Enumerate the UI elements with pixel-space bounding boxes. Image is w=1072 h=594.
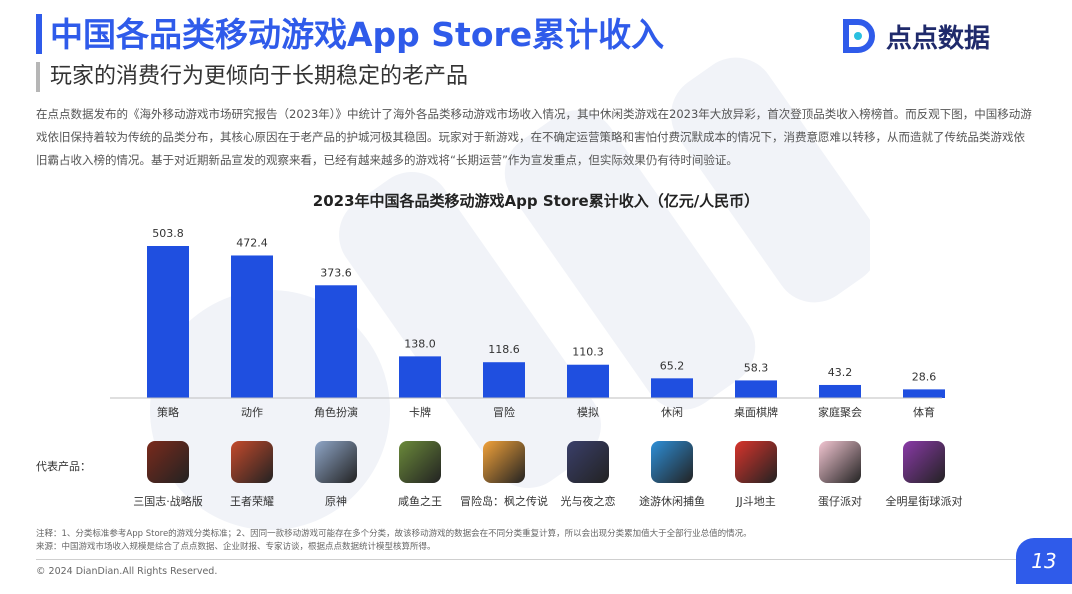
product-item: 王者荣耀 <box>192 441 312 509</box>
category-label-2: 角色扮演 <box>314 405 358 419</box>
guangyuye-icon <box>567 441 609 483</box>
product-item: 冒险岛：枫之传说 <box>444 441 564 509</box>
doudizhu-icon <box>735 441 777 483</box>
product-name: JJ斗地主 <box>736 495 776 508</box>
product-item: 途游休闲捕鱼 <box>612 441 732 509</box>
product-item: JJ斗地主 <box>696 441 816 509</box>
bar-8 <box>819 384 861 398</box>
bar-value-label-8: 43.2 <box>828 366 853 379</box>
bar-4 <box>483 362 525 398</box>
page-subtitle: 玩家的消费行为更倾向于长期稳定的老产品 <box>50 64 469 89</box>
category-label-3: 卡牌 <box>409 405 431 419</box>
product-name: 王者荣耀 <box>230 495 274 508</box>
product-name: 三国志·战略版 <box>133 495 203 508</box>
category-label-9: 体育 <box>913 405 935 419</box>
bar-9 <box>903 389 945 398</box>
product-name: 原神 <box>325 495 347 508</box>
title-accent-bar <box>36 14 42 54</box>
product-item: 原神 <box>276 441 396 509</box>
bar-value-label-3: 138.0 <box>404 337 436 350</box>
bar-value-label-1: 472.4 <box>236 236 268 249</box>
product-item: 咸鱼之王 <box>360 441 480 509</box>
bar-value-label-2: 373.6 <box>320 266 352 279</box>
brand-logo: 点点数据 <box>840 14 1040 58</box>
product-name: 全明星街球派对 <box>885 495 963 508</box>
category-label-5: 模拟 <box>577 405 599 419</box>
jieqiu-icon <box>903 441 945 483</box>
product-item: 蛋仔派对 <box>780 441 900 509</box>
footer-divider <box>36 559 1016 560</box>
product-name: 冒险岛：枫之传说 <box>460 495 548 508</box>
logo-text: 点点数据 <box>886 23 991 54</box>
bar-5 <box>567 364 609 398</box>
product-name: 光与夜之恋 <box>560 495 616 508</box>
page-title: 中国各品类移动游戏App Store累计收入 <box>50 15 665 54</box>
bar-value-label-7: 58.3 <box>744 361 769 374</box>
note-line-1: 注释：1、分类标准参考App Store的游戏分类标准；2、因同一款移动游戏可能… <box>36 529 752 539</box>
bar-value-label-9: 28.6 <box>912 370 937 383</box>
subtitle-accent-bar <box>36 62 40 92</box>
bar-1 <box>231 255 273 398</box>
products-label: 代表产品： <box>36 460 91 473</box>
bar-value-label-6: 65.2 <box>660 359 685 372</box>
product-item: 三国志·战略版 <box>108 441 228 509</box>
yuanshen-icon <box>315 441 357 483</box>
bar-7 <box>735 380 777 398</box>
bar-2 <box>315 285 357 398</box>
buyu-icon <box>651 441 693 483</box>
product-name: 咸鱼之王 <box>398 495 442 508</box>
page-number: 13 <box>1016 538 1072 584</box>
wangzhe-icon <box>231 441 273 483</box>
note-line-2: 来源：中国游戏市场收入规模是综合了点点数据、企业财报、专家访谈，根据点点数据统计… <box>36 542 436 552</box>
notes: 注释：1、分类标准参考App Store的游戏分类标准；2、因同一款移动游戏可能… <box>36 528 752 554</box>
category-label-1: 动作 <box>241 406 263 419</box>
category-label-4: 冒险 <box>493 405 515 419</box>
bar-0 <box>147 246 189 398</box>
bar-value-label-5: 110.3 <box>572 346 604 359</box>
maoxiandao-icon <box>483 441 525 483</box>
bar-value-label-0: 503.8 <box>152 227 184 240</box>
product-name: 蛋仔派对 <box>818 495 862 508</box>
xianyu-icon <box>399 441 441 483</box>
danzai-icon <box>819 441 861 483</box>
product-name: 途游休闲捕鱼 <box>639 495 705 508</box>
product-item: 光与夜之恋 <box>528 441 648 509</box>
chart-bars: 503.8 策略 472.4 动作 373.6 角色扮演 138.0 卡牌 118.6 冒险 110… <box>147 227 945 419</box>
copyright: © 2024 DianDian.All Rights Reserved. <box>36 566 218 577</box>
category-label-6: 休闲 <box>661 405 683 419</box>
bar-6 <box>651 378 693 398</box>
intro-paragraph: 在点点数据发布的《海外移动游戏市场研究报告（2023年）》中统计了海外各品类移动… <box>36 107 1032 167</box>
bar-3 <box>399 356 441 398</box>
product-item: 全明星街球派对 <box>864 441 984 509</box>
category-label-7: 桌面棋牌 <box>734 405 778 419</box>
category-label-0: 策略 <box>157 405 179 419</box>
category-label-8: 家庭聚会 <box>818 405 862 419</box>
diandian-logo-icon <box>843 19 875 53</box>
bar-value-label-4: 118.6 <box>488 343 520 356</box>
chart-title: 2023年中国各品类移动游戏App Store累计收入（亿元/人民币） <box>312 192 760 210</box>
sanguozhi-icon <box>147 441 189 483</box>
